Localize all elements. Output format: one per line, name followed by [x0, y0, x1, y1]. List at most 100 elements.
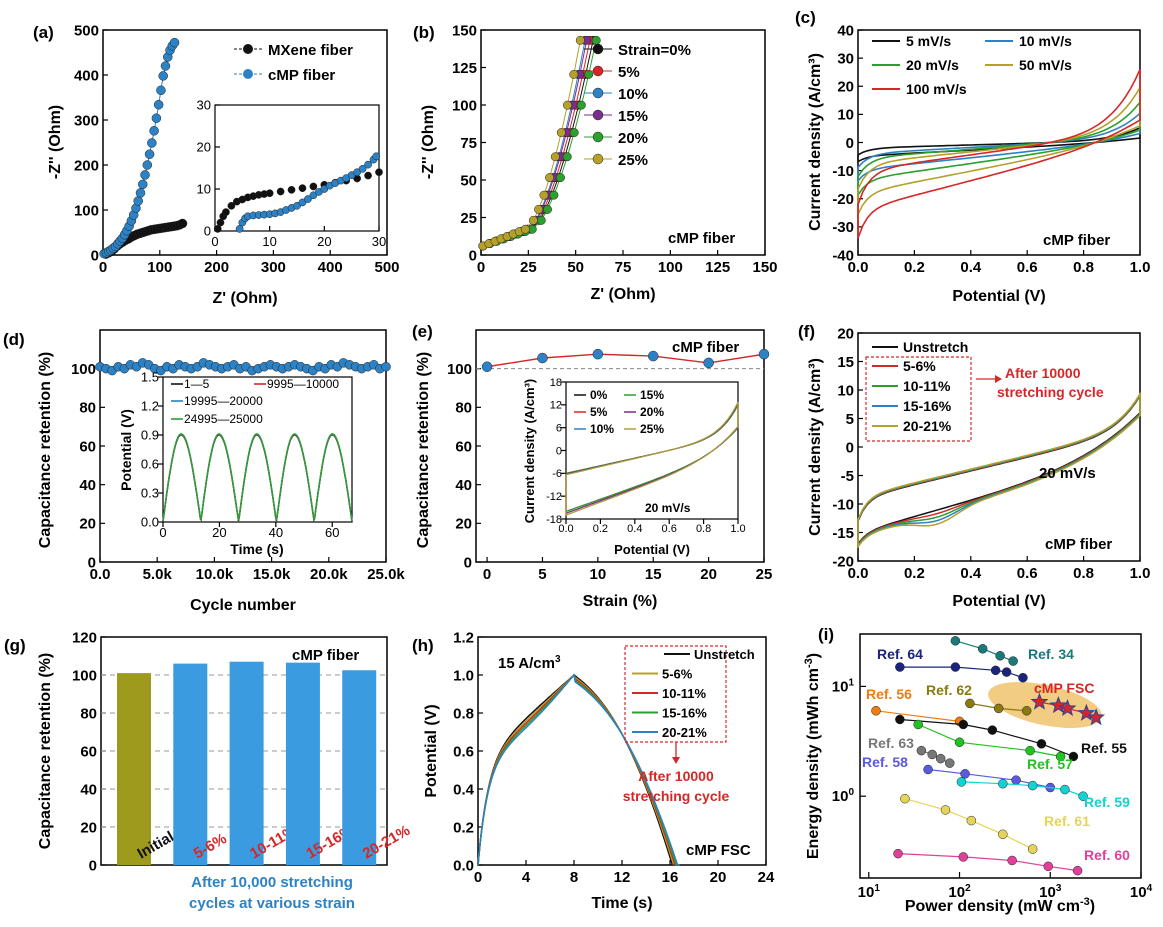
cv-curve-20 mV/s	[857, 100, 1141, 198]
inset-legend-label: 10%	[590, 422, 614, 436]
legend-label: 15-16%	[903, 398, 952, 414]
series-label: Ref. 63	[868, 735, 914, 751]
y-tick-label: 1.0	[453, 667, 474, 684]
legend-label: 5-6%	[662, 667, 693, 682]
data-point	[950, 636, 961, 646]
y-tick-label: -5	[841, 468, 854, 485]
y-axis-label-i: Energy density (mWh cm-3)	[803, 653, 822, 859]
y-tick-label: 20	[837, 325, 854, 342]
x-tick-label: 20.0k	[310, 566, 348, 583]
panel-g: (g) Capacitance retention (%) cMP fiber …	[4, 629, 413, 912]
legend-label: Strain=0%	[618, 42, 691, 59]
data-point	[569, 69, 579, 79]
y-tick-label: 12	[550, 400, 562, 412]
data-point	[147, 138, 157, 148]
bar-15-16%	[285, 662, 320, 865]
inset-frame-a	[214, 104, 380, 232]
data-point	[153, 99, 164, 110]
legend-label: 100 mV/s	[906, 81, 967, 97]
legend-label: 20-21%	[903, 418, 952, 434]
inset-data-point	[309, 182, 318, 191]
inset-x-ticks-d: 0 20 40 60	[159, 522, 339, 540]
panel-c: (c) Potential (V) Current density (A/cm³…	[795, 8, 1150, 305]
annotation-h-1: After 10000	[638, 768, 714, 784]
inset-data-point	[304, 195, 312, 203]
legend-marker	[592, 65, 604, 77]
x-tick-label: 20	[700, 566, 717, 583]
x-tick-label: 400	[318, 259, 343, 276]
y-tick-label: 400	[74, 67, 99, 84]
x-tick-label: 30	[372, 234, 386, 249]
y-tick-label: 40	[80, 781, 97, 798]
y-ticks-d: 0 20 40 60 80 100	[71, 361, 105, 571]
y-tick-label: 60	[80, 743, 97, 760]
bar-5-6%	[173, 663, 208, 865]
data-point	[956, 777, 967, 787]
y-tick-label: 0.3	[141, 486, 159, 501]
y-tick-label: -15	[832, 525, 854, 542]
x-tick-label: 8	[570, 869, 578, 886]
x-ticks-f: 0.0 0.2 0.4 0.6 0.8 1.0	[848, 556, 1150, 582]
data-point	[177, 218, 188, 229]
y-tick-label: 40	[455, 477, 472, 494]
y-ticks-i: 100 101	[832, 677, 866, 805]
star-marker	[1077, 703, 1096, 721]
y-tick-label: 100	[71, 361, 96, 378]
x-tick-label: 101	[858, 883, 881, 901]
y-tick-label: 1.5	[141, 370, 159, 385]
legend-marker	[592, 153, 604, 165]
x-tick-label: 0	[477, 259, 485, 276]
data-point	[950, 662, 961, 672]
data-point	[575, 35, 585, 45]
data-point	[977, 644, 988, 654]
x-ticks-b: 0 25 50 75 100 125 150	[477, 250, 778, 276]
series-labels-i: Ref. 64 Ref. 34 Ref. 62 Ref. 56 cMP FSC Ref. …	[862, 646, 1130, 863]
inset-cv-curves-e	[565, 401, 739, 516]
annotation-b: cMP fiber	[668, 230, 735, 247]
y-tick-label: 125	[452, 60, 477, 77]
panel-label-e: (e)	[412, 322, 433, 341]
data-point	[895, 662, 905, 672]
data-point	[556, 173, 565, 183]
data-point	[135, 188, 146, 198]
legend-label: 50 mV/s	[1019, 57, 1072, 73]
x-tick-label: 0.0	[848, 259, 869, 276]
x-tick-exp: 4	[1147, 883, 1153, 894]
y-tick-label: 0	[846, 135, 854, 152]
annotation-e: cMP fiber	[672, 339, 739, 356]
panel-b: (b) Z' (Ohm) -Z'' (Ohm) cMP fiber 0 25 50 7…	[413, 22, 778, 303]
data-point	[913, 719, 923, 730]
y-tick-label: 0	[89, 857, 97, 874]
data-point	[958, 852, 969, 862]
x-tick-label: 5.0k	[143, 566, 173, 583]
x-tick-label: 20	[710, 869, 727, 886]
data-point	[995, 651, 1005, 661]
x-tick-label: 10	[590, 566, 607, 583]
cv-curves-f	[857, 391, 1141, 549]
inset-annotation-e: 20 mV/s	[645, 501, 691, 515]
data-point	[1018, 672, 1028, 683]
x-ticks-d: 0.0 5.0k 10.0k 15.0k 20.0k 25.0k	[90, 557, 405, 583]
inset-points-a	[213, 152, 383, 233]
annotation-f-fiber: cMP fiber	[1045, 536, 1112, 553]
y-tick-label: -18	[546, 514, 562, 526]
inset-gcd-curves-d	[162, 433, 353, 523]
inset-frame-d	[162, 376, 353, 523]
annotation-f-rate: 20 mV/s	[1039, 465, 1096, 482]
y-tick-label: 20	[197, 140, 211, 155]
inset-data-point	[276, 187, 285, 196]
inset-legend-3: 19995—20000	[184, 394, 263, 408]
data-point	[140, 170, 150, 180]
x-tick-label: 16	[662, 869, 679, 886]
cv-curve-5-6%	[857, 392, 1141, 547]
annotation-h-2: stretching cycle	[623, 788, 730, 804]
x-tick-label: 0	[159, 525, 166, 540]
y-tick-label: 0.2	[453, 819, 474, 836]
y-tick-label: 150	[452, 22, 477, 39]
inset-data-point	[265, 189, 274, 198]
y-tick-label: -20	[832, 191, 854, 208]
series-label: cMP FSC	[1034, 680, 1094, 696]
legend-marker-mxene	[243, 44, 253, 54]
